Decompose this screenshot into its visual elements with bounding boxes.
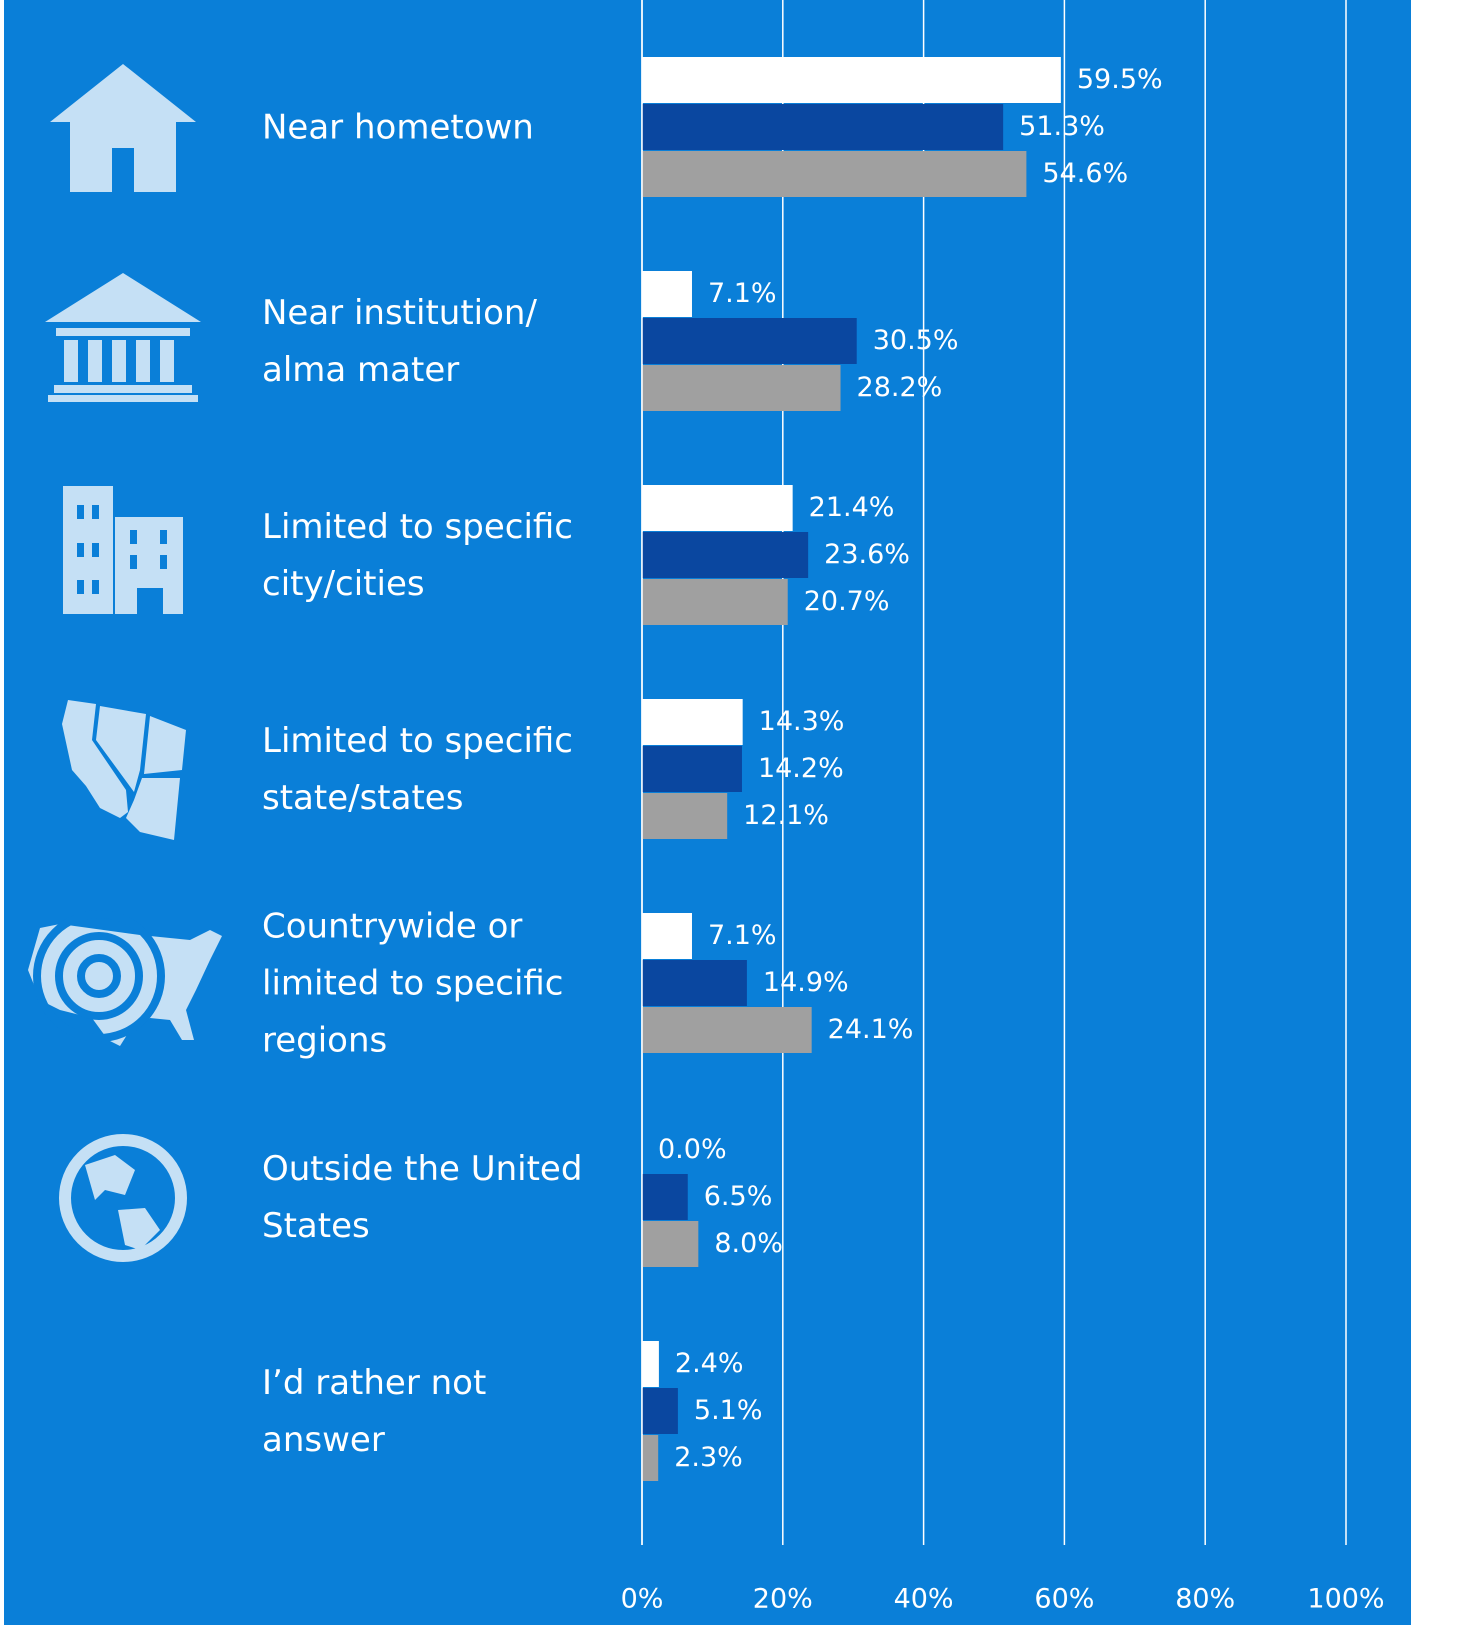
- value-label: 59.5%: [1077, 64, 1163, 95]
- category-label: Near hometown: [262, 107, 534, 147]
- value-label: 0.0%: [658, 1134, 727, 1165]
- value-label: 7.1%: [708, 920, 777, 951]
- bar: [642, 579, 788, 625]
- category-label: Outside the United States: [262, 1148, 583, 1246]
- us-map-icon: [28, 924, 222, 1046]
- category-label: Countrywide or limited to specific regio…: [262, 906, 564, 1060]
- institution-icon: [45, 273, 201, 402]
- bar: [642, 960, 747, 1006]
- value-label: 28.2%: [857, 372, 943, 403]
- value-label: 21.4%: [809, 492, 895, 523]
- bar: [642, 318, 857, 364]
- bar: [642, 1341, 659, 1387]
- x-tick-label: 40%: [894, 1584, 954, 1615]
- bar: [642, 1388, 678, 1434]
- category-label: I’d rather not answer: [262, 1362, 487, 1460]
- icons: [28, 64, 222, 1262]
- bar: [642, 485, 793, 531]
- x-tick-label: 80%: [1175, 1584, 1235, 1615]
- bar: [642, 793, 728, 839]
- x-tick-label: 60%: [1034, 1584, 1094, 1615]
- x-tick-label: 100%: [1307, 1584, 1384, 1615]
- category-label: Limited to specific state/states: [262, 720, 573, 818]
- bar: [642, 365, 841, 411]
- value-label: 7.1%: [708, 278, 777, 309]
- category-label: Near institution/ alma mater: [262, 292, 537, 390]
- value-label: 14.9%: [763, 967, 849, 998]
- value-label: 30.5%: [873, 325, 959, 356]
- bar: [642, 746, 742, 792]
- value-label: 12.1%: [743, 800, 829, 831]
- value-label: 51.3%: [1019, 111, 1105, 142]
- x-tick-label: 20%: [753, 1584, 813, 1615]
- value-label: 54.6%: [1042, 158, 1128, 189]
- category-label: Limited to specific city/cities: [262, 506, 573, 604]
- value-label: 23.6%: [824, 539, 910, 570]
- value-label: 2.4%: [675, 1348, 744, 1379]
- house-icon: [50, 64, 196, 192]
- bar: [642, 1174, 688, 1220]
- bar: [642, 104, 1004, 150]
- bar: [642, 1435, 659, 1481]
- bar: [642, 151, 1027, 197]
- globe-icon: [59, 1134, 187, 1262]
- bar: [642, 271, 692, 317]
- value-label: 6.5%: [704, 1181, 773, 1212]
- value-label: 8.0%: [714, 1228, 783, 1259]
- bar: [642, 57, 1061, 103]
- bar: [642, 913, 692, 959]
- bar: [642, 1007, 812, 1053]
- bar: [642, 1221, 699, 1267]
- value-label: 5.1%: [694, 1395, 763, 1426]
- bar: [642, 699, 743, 745]
- globe-land: [85, 1155, 160, 1250]
- states-icon: [62, 700, 186, 840]
- value-label: 14.3%: [759, 706, 845, 737]
- value-label: 2.3%: [674, 1442, 743, 1473]
- x-tick-label: 0%: [621, 1584, 664, 1615]
- bar: [642, 532, 809, 578]
- value-label: 14.2%: [758, 753, 844, 784]
- value-label: 20.7%: [804, 586, 890, 617]
- value-label: 24.1%: [828, 1014, 914, 1045]
